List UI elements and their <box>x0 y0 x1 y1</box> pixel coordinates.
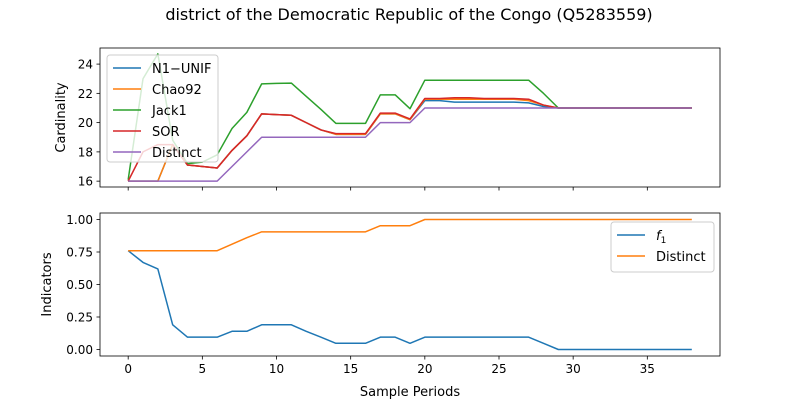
series-line-distinct <box>128 107 692 182</box>
legend-label: Jack1 <box>151 104 187 119</box>
x-tick-label: 20 <box>417 362 432 376</box>
x-axis-label: Sample Periods <box>360 385 460 400</box>
y-axis-label: Cardinality <box>54 82 69 153</box>
axes-frame <box>99 47 721 188</box>
y-tick-label: 18 <box>78 145 93 159</box>
x-tick-label: 30 <box>566 362 581 376</box>
y-axis-label: Indicators <box>40 252 55 316</box>
y-tick-label: 16 <box>78 175 93 189</box>
y-tick-label: 24 <box>78 58 93 72</box>
legend: f1 Distinct <box>610 221 715 273</box>
figure-title: district of the Democratic Republic of t… <box>165 5 652 24</box>
x-tick-label: 25 <box>491 362 506 376</box>
y-tick-label: 0.50 <box>66 278 93 292</box>
y-tick-label: 0.00 <box>66 343 93 357</box>
legend-label: Distinct <box>152 146 202 161</box>
x-tick-label: 0 <box>124 362 132 376</box>
legend-label: Chao92 <box>152 83 202 98</box>
legend-label: f1 <box>656 229 666 246</box>
series-line-f <box>127 250 692 351</box>
series-lines <box>127 53 692 182</box>
y-tick-label: 1.00 <box>66 213 93 227</box>
legend-box <box>106 54 219 163</box>
x-tick-label: 15 <box>343 362 358 376</box>
bottom-panel-indicators: 0 5 10 15 20 25 30 35 0.00 0.25 0.50 0.75 1.00 Indica… <box>40 212 721 400</box>
series-line-distinct <box>128 218 692 252</box>
x-tick-label: 5 <box>199 362 207 376</box>
y-tick-label: 22 <box>78 87 93 101</box>
legend-label: SOR <box>152 125 180 140</box>
x-tick-label: 10 <box>269 362 284 376</box>
y-tick-label: 20 <box>78 116 93 130</box>
y-tick-label: 0.75 <box>66 246 93 260</box>
y-tick-label: 0.25 <box>66 311 93 325</box>
top-panel-cardinality: 16 18 20 22 24 Cardinality N1−UNIF Chao92 Jack1 S… <box>54 47 721 191</box>
series-lines <box>127 218 692 351</box>
legend-label: Distinct <box>656 250 706 265</box>
legend-label: N1−UNIF <box>152 62 211 77</box>
x-tick-label: 35 <box>640 362 655 376</box>
legend: N1−UNIF Chao92 Jack1 SOR Distinct <box>106 54 219 163</box>
